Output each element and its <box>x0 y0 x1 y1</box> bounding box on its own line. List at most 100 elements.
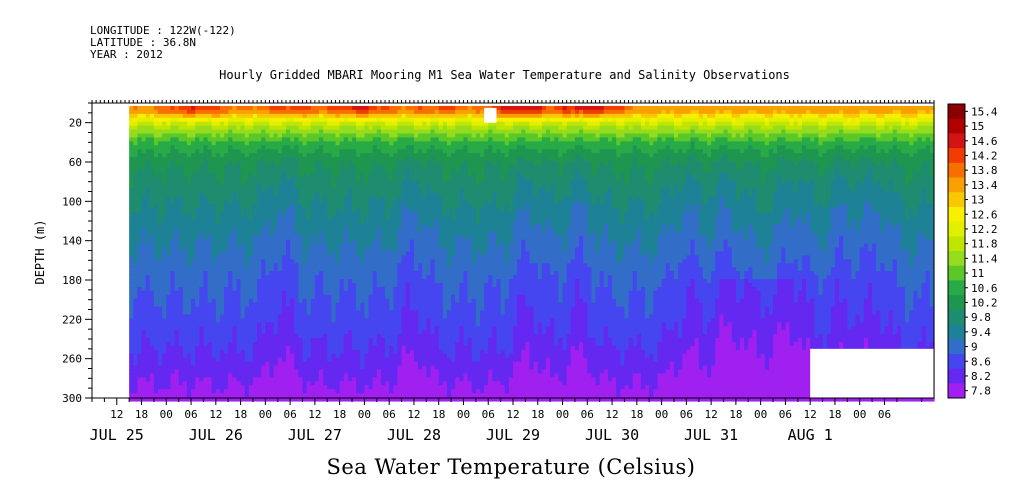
temperature-cell <box>261 247 266 253</box>
temperature-cell <box>339 153 345 158</box>
temperature-cell <box>261 310 266 316</box>
temperature-cell <box>174 137 180 142</box>
temperature-cell <box>224 310 229 316</box>
temperature-cell <box>273 141 279 146</box>
temperature-cell <box>137 231 143 237</box>
temperature-cell <box>347 298 353 304</box>
temperature-cell <box>232 255 238 260</box>
temperature-cell <box>397 137 403 142</box>
temperature-cell <box>236 373 242 378</box>
temperature-cell <box>149 188 155 194</box>
temperature-cell <box>182 361 188 367</box>
temperature-cell <box>232 381 238 386</box>
temperature-cell <box>244 294 250 300</box>
temperature-cell <box>364 212 370 217</box>
temperature-cell <box>224 353 229 359</box>
temperature-cell <box>141 196 147 201</box>
temperature-cell <box>182 204 188 209</box>
temperature-cell <box>273 302 279 308</box>
temperature-cell <box>306 349 312 355</box>
temperature-cell <box>347 275 353 280</box>
temperature-cell <box>145 294 151 300</box>
temperature-cell <box>397 105 403 111</box>
temperature-cell <box>162 212 167 217</box>
temperature-cell <box>319 145 324 150</box>
temperature-cell <box>277 271 283 276</box>
temperature-cell <box>211 204 217 209</box>
temperature-cell <box>257 239 262 245</box>
temperature-cell <box>257 334 262 339</box>
temperature-cell <box>281 113 287 119</box>
temperature-cell <box>252 145 258 150</box>
temperature-cell <box>327 338 332 343</box>
temperature-cell <box>319 129 324 135</box>
temperature-cell <box>335 239 341 245</box>
temperature-cell <box>186 113 192 119</box>
temperature-cell <box>290 349 295 355</box>
temperature-cell <box>236 286 242 292</box>
temperature-cell <box>281 121 287 127</box>
temperature-cell <box>290 365 295 371</box>
temperature-cell <box>343 180 349 186</box>
temperature-cell <box>261 117 266 123</box>
temperature-cell <box>368 239 374 245</box>
temperature-cell <box>240 200 246 205</box>
temperature-cell <box>228 184 233 190</box>
temperature-cell <box>314 310 320 316</box>
temperature-cell <box>302 338 308 343</box>
temperature-cell <box>389 389 394 394</box>
temperature-cell <box>141 381 147 386</box>
temperature-cell <box>224 365 229 371</box>
temperature-cell <box>199 121 205 127</box>
temperature-cell <box>166 279 172 284</box>
temperature-cell <box>174 243 180 249</box>
temperature-cell <box>252 164 258 170</box>
temperature-cell <box>310 389 316 394</box>
temperature-cell <box>248 161 254 166</box>
temperature-cell <box>236 227 242 233</box>
temperature-cell <box>302 373 308 378</box>
temperature-cell <box>281 129 287 135</box>
temperature-cell <box>368 227 374 233</box>
temperature-cell <box>141 247 147 253</box>
temperature-cell <box>199 239 205 245</box>
temperature-cell <box>327 318 332 323</box>
temperature-cell <box>158 247 163 253</box>
temperature-cell <box>331 397 337 402</box>
temperature-cell <box>236 290 242 296</box>
temperature-cell <box>232 196 238 201</box>
temperature-cell <box>153 275 159 280</box>
temperature-cell <box>158 326 163 331</box>
temperature-cell <box>356 251 361 257</box>
temperature-cell <box>141 353 147 359</box>
temperature-cell <box>261 294 266 300</box>
temperature-cell <box>224 314 229 319</box>
temperature-cell <box>347 385 353 390</box>
temperature-cell <box>393 255 399 260</box>
temperature-cell <box>339 204 345 209</box>
temperature-cell <box>162 271 167 276</box>
temperature-cell <box>133 251 139 257</box>
temperature-cell <box>356 247 361 253</box>
temperature-cell <box>166 231 172 237</box>
temperature-cell <box>323 164 328 170</box>
temperature-cell <box>178 121 184 127</box>
temperature-cell <box>352 137 357 142</box>
temperature-cell <box>310 259 316 264</box>
temperature-cell <box>162 397 167 402</box>
temperature-cell <box>335 314 341 319</box>
temperature-cell <box>401 180 407 186</box>
temperature-cell <box>244 212 250 217</box>
temperature-cell <box>310 322 316 327</box>
temperature-cell <box>191 255 196 260</box>
temperature-cell <box>158 271 163 276</box>
temperature-cell <box>211 125 217 131</box>
temperature-cell <box>137 157 143 162</box>
temperature-cell <box>207 145 213 150</box>
temperature-cell <box>306 251 312 257</box>
temperature-cell <box>302 361 308 367</box>
temperature-cell <box>166 196 172 201</box>
temperature-cell <box>273 223 279 229</box>
temperature-cell <box>393 310 399 316</box>
temperature-cell <box>364 255 370 260</box>
